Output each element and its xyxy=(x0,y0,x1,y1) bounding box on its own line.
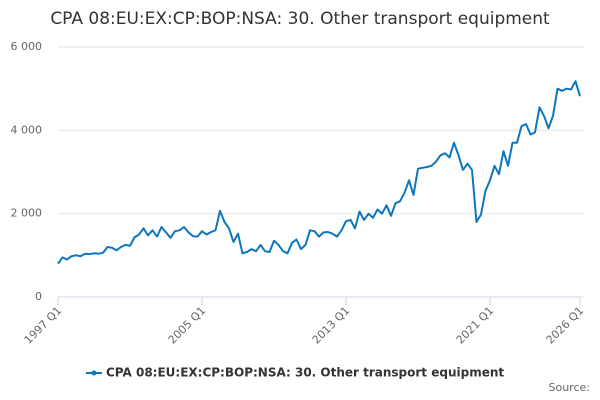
source: Source: xyxy=(549,381,591,394)
x-tick-label: 2013 Q1 xyxy=(310,304,353,347)
x-tick-label: 2021 Q1 xyxy=(454,304,497,347)
y-tick-label: 2 000 xyxy=(11,207,43,220)
y-tick-label: 4 000 xyxy=(11,123,43,136)
y-tick-label: 0 xyxy=(35,290,42,303)
chart-title: CPA 08:EU:EX:CP:BOP:NSA: 30. Other trans… xyxy=(50,9,550,29)
x-tick-label: 2005 Q1 xyxy=(166,304,209,347)
y-tick-label: 6 000 xyxy=(11,40,43,53)
series-line xyxy=(57,80,581,265)
legend-label: CPA 08:EU:EX:CP:BOP:NSA: 30. Other trans… xyxy=(106,366,504,380)
legend-marker xyxy=(91,370,97,376)
x-tick-label: 1997 Q1 xyxy=(22,304,65,347)
x-tick-label: 2026 Q1 xyxy=(544,304,587,347)
